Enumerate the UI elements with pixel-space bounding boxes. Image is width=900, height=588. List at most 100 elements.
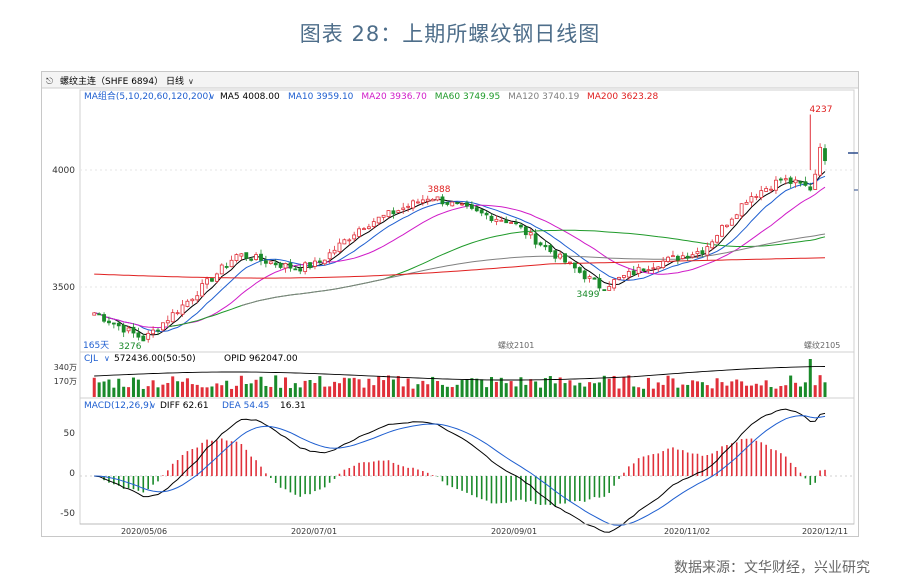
candle-body (528, 232, 533, 236)
ma-legend-item: MA5 4008.00 (220, 92, 280, 102)
volume-bar (156, 387, 160, 397)
chart-window: ⎋ 螺纹主连（SHFE 6894） 日线 ∨ MA组合(5,10,20,60,1… (41, 71, 859, 537)
volume-bar (284, 377, 288, 397)
candle-body (460, 203, 464, 206)
candle-body (675, 255, 680, 261)
ma-legend-item: MA60 3749.95 (435, 92, 500, 102)
cjl-label[interactable]: CJL (84, 354, 98, 364)
high-annotation: 4237 (810, 105, 833, 115)
volume-bar (298, 387, 302, 397)
volume-bar (377, 375, 381, 397)
candle-body (651, 267, 656, 270)
chevron-down-icon[interactable]: ∨ (188, 77, 194, 86)
volume-bar (171, 376, 175, 397)
candle-body (587, 276, 592, 279)
volume-bar (313, 382, 317, 397)
volume-bar (543, 378, 547, 397)
volume-value: 572436.00(50:50) (114, 354, 196, 364)
volume-bar (401, 386, 405, 397)
candle-body (744, 202, 749, 205)
ma-legend-item: MA10 3959.10 (288, 92, 354, 102)
volume-bar (661, 384, 665, 397)
volume-bar (465, 379, 469, 397)
volume-bar (372, 385, 376, 397)
volume-bar (602, 375, 606, 397)
candle-body (612, 279, 617, 289)
candle-body (391, 210, 396, 215)
volume-bar (293, 383, 297, 397)
kline-chart: ⎋ 螺纹主连（SHFE 6894） 日线 ∨ MA组合(5,10,20,60,1… (42, 72, 858, 536)
volume-bar (548, 376, 552, 397)
candle-body (317, 260, 322, 263)
candle-body (818, 146, 823, 176)
volume-bar (391, 379, 395, 397)
candle-body (308, 262, 312, 268)
volume-bar (367, 378, 371, 397)
volume-bar (460, 380, 464, 397)
ma-legend: MA组合(5,10,20,60,120,200) ∨ MA5 4008.00 MA… (84, 90, 658, 102)
candle-body (420, 199, 425, 204)
volume-bar (131, 377, 135, 397)
candle-body (293, 268, 298, 271)
volume-bar (264, 385, 268, 397)
ma-group-label[interactable]: MA组合(5,10,20,60,120,200) (84, 90, 212, 102)
volume-bar (617, 388, 621, 397)
volume-bar (92, 377, 96, 397)
candle-body (313, 260, 317, 267)
candle-body (543, 244, 548, 248)
candle-body (504, 220, 509, 224)
volume-bar (499, 377, 503, 397)
chevron-down-icon[interactable]: ∨ (150, 401, 156, 410)
volume-bar (784, 385, 788, 397)
candle-body (715, 235, 720, 243)
volume-bars (92, 359, 827, 397)
volume-bar (146, 386, 150, 397)
link-icon[interactable]: ⎋ (46, 77, 53, 87)
candle-body (234, 254, 239, 262)
volume-bar (700, 382, 704, 397)
candle-body (803, 181, 808, 186)
candle-body (778, 178, 783, 181)
volume-bar (421, 380, 425, 397)
volume-bar (205, 387, 209, 397)
symbol-label[interactable]: 螺纹主连（SHFE 6894） (60, 75, 163, 87)
candle-body (185, 300, 190, 307)
volume-bar (725, 385, 729, 397)
chevron-down-icon[interactable]: ∨ (209, 92, 215, 101)
period-selector[interactable]: 日线 (166, 75, 184, 87)
macd-label[interactable]: MACD(12,26,9) (84, 401, 152, 411)
candle-body (783, 178, 788, 181)
volume-bar (735, 379, 739, 397)
volume-bar (254, 379, 258, 397)
candle-body (597, 278, 602, 289)
contract-label: 螺纹2101 (498, 340, 534, 350)
volume-bar (112, 387, 116, 397)
candle-body (366, 226, 371, 229)
chevron-down-icon[interactable]: ∨ (104, 354, 110, 363)
ma-legend-item: MA120 3740.19 (508, 92, 579, 102)
volume-bar (730, 381, 734, 397)
macd-value: 16.31 (280, 401, 306, 411)
volume-bar (563, 383, 567, 397)
candle-body (499, 219, 504, 222)
price-tick: 3500 (52, 283, 75, 293)
contract-label: 螺纹2105 (804, 340, 840, 350)
candle-body (116, 322, 121, 327)
volume-bar (539, 387, 543, 397)
candle-body (519, 224, 523, 228)
candle-body (401, 207, 406, 210)
ma-legend-item: MA200 3623.28 (587, 92, 658, 102)
candle-body (239, 253, 244, 257)
volume-bar (234, 385, 238, 397)
volume-bar (97, 382, 101, 397)
candle-body (710, 241, 715, 249)
volume-bar (362, 387, 366, 397)
volume-bar (686, 384, 690, 397)
candle-body (823, 148, 827, 162)
volume-bar (666, 375, 670, 397)
candle-body (769, 188, 773, 191)
volume-bar (337, 383, 341, 397)
candle-body (273, 262, 278, 266)
candle-body (798, 181, 803, 184)
volume-bar (622, 377, 626, 397)
